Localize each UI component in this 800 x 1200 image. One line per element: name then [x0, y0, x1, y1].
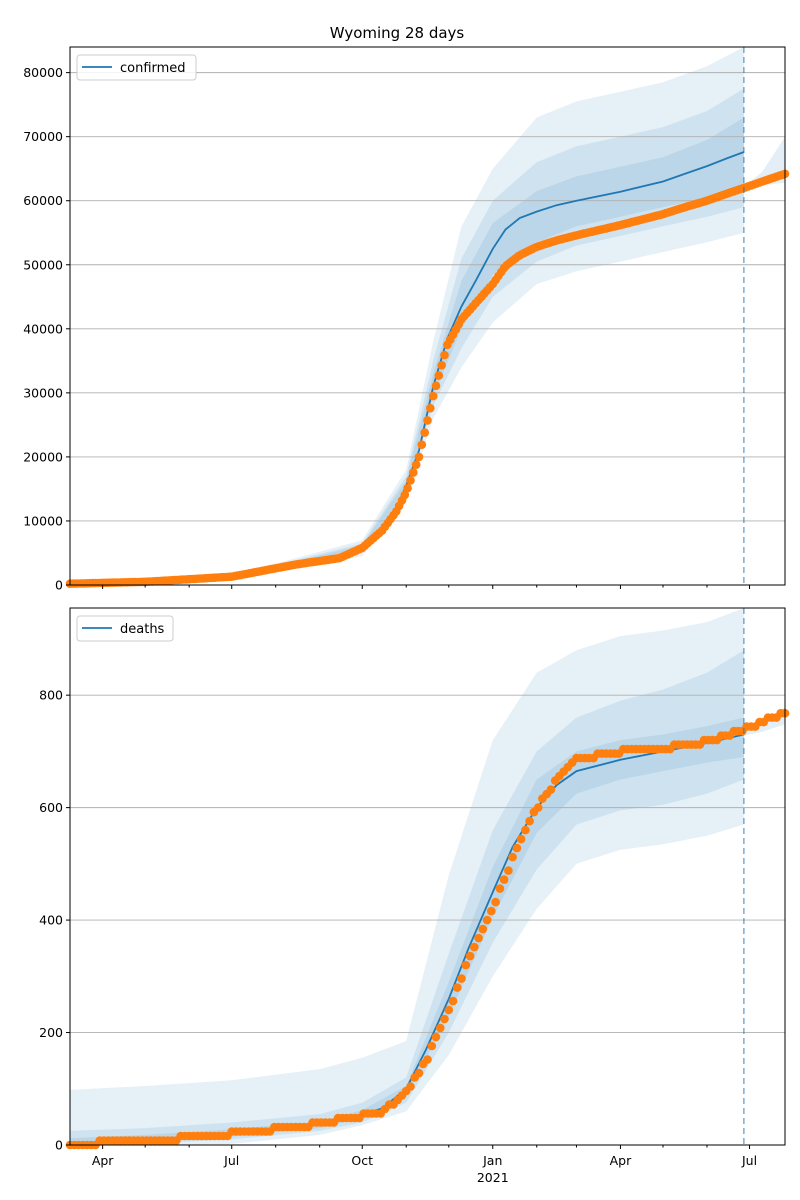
confirmed-y-tick-label: 40000: [23, 321, 63, 336]
confirmed-y-tick-label: 0: [55, 578, 63, 593]
confirmed-observed-point: [414, 452, 424, 462]
deaths-panel: 0 200 400 600 800 Apr Jul Oct Jan Apr Jul 2021 dea…: [39, 607, 790, 1185]
confirmed-observed-point: [434, 371, 444, 380]
deaths-observed-point: [440, 1014, 449, 1024]
deaths-x-axis: Apr Jul Oct Jan Apr Jul 2021: [92, 1145, 757, 1185]
confirmed-observed-point: [426, 403, 435, 413]
confirmed-y-tick-label: 80000: [23, 65, 63, 80]
deaths-axes-frame: [69, 607, 786, 1146]
chart-title: Wyoming 28 days: [330, 24, 465, 42]
confirmed-y-tick-label: 70000: [23, 129, 63, 144]
legend-label-confirmed: confirmed: [120, 61, 186, 76]
confirmed-axes-frame: [69, 46, 786, 586]
confirmed-x-axis: [102, 585, 751, 589]
deaths-y-tick-label: 400: [39, 913, 63, 928]
deaths-x-tick-label: Jan: [482, 1153, 502, 1168]
confirmed-y-tick-label: 20000: [23, 449, 63, 464]
deaths-x-year-label: 2021: [477, 1170, 509, 1185]
deaths-observed-point: [491, 897, 500, 907]
deaths-x-tick-label: Jul: [741, 1153, 757, 1168]
deaths-observed-point: [482, 915, 492, 925]
deaths-legend: deaths: [76, 615, 174, 642]
deaths-y-axis: 0 200 400 600 800: [39, 688, 70, 1153]
confirmed-band-inner: [70, 117, 744, 584]
deaths-observed-point: [461, 960, 471, 970]
deaths-observed-point: [487, 906, 496, 916]
confirmed-observed-point: [440, 350, 449, 360]
deaths-x-tick-label: Apr: [610, 1153, 632, 1168]
deaths-band-outer: [70, 608, 744, 1145]
deaths-observed-points: [65, 708, 790, 1150]
deaths-x-tick-label: Apr: [92, 1153, 114, 1168]
deaths-y-tick-label: 200: [39, 1025, 63, 1040]
deaths-observed-point: [512, 843, 522, 853]
confirmed-observed-point: [417, 440, 427, 450]
confirmed-observed-point: [409, 468, 418, 477]
confirmed-y-tick-label: 60000: [23, 193, 63, 208]
confirmed-observed-point: [406, 476, 415, 485]
confirmed-band-outer: [70, 47, 744, 584]
deaths-observed-point: [406, 1082, 415, 1091]
deaths-observed-point: [457, 974, 466, 983]
deaths-observed-point: [465, 951, 475, 961]
deaths-observed-point: [414, 1068, 424, 1078]
deaths-x-tick-label: Oct: [351, 1153, 373, 1168]
confirmed-y-tick-label: 10000: [23, 513, 63, 528]
deaths-band-middle: [70, 650, 744, 1145]
legend-box: [76, 615, 174, 642]
deaths-observed-point: [533, 803, 543, 812]
deaths-observed-point: [474, 933, 483, 943]
deaths-y-tick-label: 0: [55, 1138, 63, 1153]
legend-box: [76, 54, 197, 81]
deaths-observed-point: [546, 785, 556, 794]
deaths-observed-point: [504, 866, 513, 875]
confirmed-observed-point: [423, 416, 432, 425]
confirmed-observed-point: [411, 460, 421, 470]
deaths-observed-point: [508, 852, 517, 862]
confirmed-y-tick-label: 30000: [23, 385, 63, 400]
confirmed-y-axis: 0 10000 20000 30000 40000 50000 60000 70000 8000…: [23, 65, 70, 593]
deaths-observed-point: [444, 1005, 454, 1015]
deaths-observed-point: [521, 825, 530, 835]
deaths-observed-point: [431, 1032, 441, 1042]
deaths-observed-point: [499, 875, 509, 884]
deaths-observed-point: [453, 983, 462, 992]
deaths-observed-point: [525, 816, 534, 826]
deaths-x-tick-label: Jul: [223, 1153, 239, 1168]
confirmed-observed-points: [65, 169, 790, 588]
deaths-observed-point: [448, 996, 458, 1006]
deaths-observed-point: [423, 1055, 432, 1064]
deaths-y-tick-label: 800: [39, 688, 63, 703]
deaths-observed-point: [495, 884, 505, 893]
deaths-y-tick-label: 600: [39, 800, 63, 815]
confirmed-y-tick-label: 50000: [23, 257, 63, 272]
confirmed-band-middle: [70, 88, 744, 584]
deaths-observed-point: [436, 1023, 445, 1033]
deaths-observed-point: [427, 1041, 437, 1051]
confirmed-observed-point: [420, 428, 430, 437]
legend-label-deaths: deaths: [120, 622, 165, 637]
deaths-observed-point: [470, 942, 479, 952]
confirmed-observed-point: [403, 483, 412, 493]
confirmed-observed-point: [437, 361, 447, 370]
confirmed-observed-point: [431, 381, 441, 391]
confirmed-observed-point: [428, 391, 438, 401]
confirmed-observed-point: [400, 490, 410, 500]
confirmed-legend: confirmed: [76, 54, 197, 81]
deaths-band-inner: [70, 717, 744, 1145]
confirmed-panel: 0 10000 20000 30000 40000 50000 60000 70000 8000…: [23, 46, 790, 593]
deaths-observed-point: [478, 924, 488, 934]
deaths-observed-point: [516, 834, 526, 844]
